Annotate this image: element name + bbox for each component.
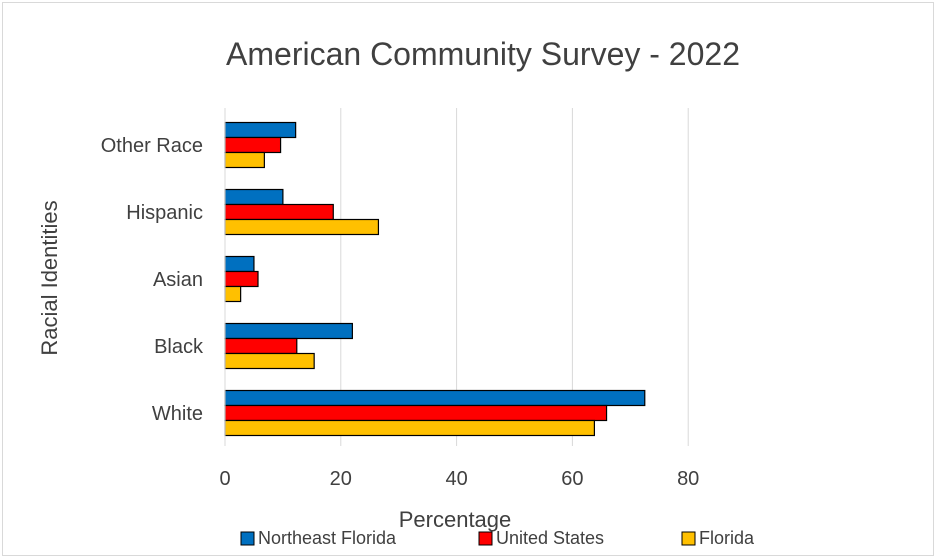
bar-asian-northeast-florida: [224, 255, 255, 273]
bar-white-florida: [224, 419, 596, 437]
bar-white-northeast-florida: [224, 389, 646, 407]
bar-black-northeast-florida: [224, 322, 353, 340]
bar-asian-florida: [224, 285, 242, 303]
y-tick-label-other-race: Other Race: [101, 135, 203, 157]
legend-swatch-northeast-florida: [240, 531, 255, 546]
legend-label-united-states: United States: [496, 528, 604, 548]
x-tick-label-0: 0: [219, 468, 230, 490]
y-tick-label-black: Black: [154, 336, 204, 358]
bar-hispanic-northeast-florida: [224, 188, 284, 206]
legend-swatch-united-states: [478, 531, 493, 546]
y-axis-label: Racial Identities: [37, 200, 62, 355]
bar-white-united-states: [224, 404, 608, 422]
x-tick-label-60: 60: [561, 468, 583, 490]
y-tick-label-asian: Asian: [153, 269, 203, 291]
x-axis: 0 20 40 60 80: [219, 468, 699, 490]
bar-other-race-northeast-florida: [224, 121, 297, 139]
chart-title: American Community Survey - 2022: [226, 36, 740, 72]
bar-other-race-florida: [224, 151, 265, 169]
legend: Northeast Florida United States Florida: [240, 528, 755, 548]
y-axis: White Black Asian Hispanic Other Race: [101, 108, 226, 446]
bar-chart: American Community Survey - 2022 White Bl…: [37, 36, 755, 548]
legend-label-florida: Florida: [699, 528, 755, 548]
y-tick-label-hispanic: Hispanic: [126, 202, 203, 224]
x-tick-label-40: 40: [445, 468, 467, 490]
bar-other-race-united-states: [224, 136, 282, 154]
legend-label-northeast-florida: Northeast Florida: [258, 528, 397, 548]
x-tick-label-20: 20: [330, 468, 352, 490]
gridlines: [340, 108, 689, 446]
bar-hispanic-united-states: [224, 203, 334, 221]
x-tick-label-80: 80: [677, 468, 699, 490]
bar-black-united-states: [224, 337, 298, 355]
bar-hispanic-florida: [224, 218, 380, 236]
bar-black-florida: [224, 352, 315, 370]
y-tick-label-white: White: [152, 403, 203, 425]
bar-asian-united-states: [224, 270, 259, 288]
bars: [224, 121, 646, 437]
legend-swatch-florida: [681, 531, 696, 546]
x-axis-label: Percentage: [399, 507, 512, 532]
